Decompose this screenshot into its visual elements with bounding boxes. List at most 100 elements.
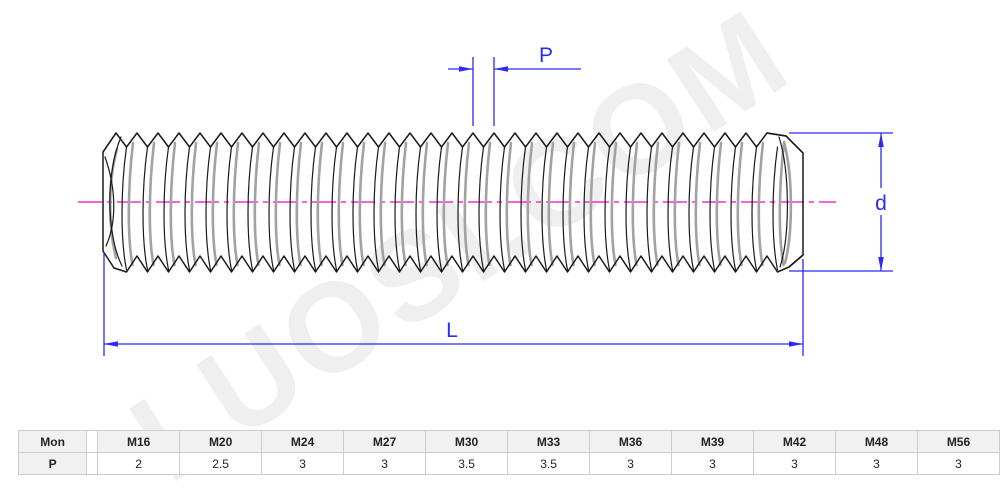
- thread-flank-line: [709, 146, 716, 271]
- thread-flank-line: [646, 146, 653, 271]
- thread-flank-line: [562, 146, 569, 271]
- thread-flank-line: [163, 146, 170, 271]
- thread-flank-line: [268, 146, 275, 271]
- thread-flank-line: [121, 146, 128, 271]
- thread-flank-line: [583, 146, 590, 271]
- thread-shading-line: [274, 141, 282, 267]
- pitch-value-cell: 3: [753, 452, 836, 475]
- pitch-value-cell: 3: [589, 452, 673, 475]
- pitch-value-cell: 3: [835, 452, 918, 475]
- diameter-dimension: d: [789, 132, 893, 272]
- size-column-header: M27: [343, 430, 427, 453]
- thread-shading-line: [736, 141, 744, 267]
- pitch-value-cell: 2: [97, 452, 181, 475]
- pitch-value-cell: 3: [671, 452, 755, 475]
- thread-shading-line: [127, 141, 135, 267]
- size-column-header: M56: [916, 430, 1000, 453]
- thread-shading-line: [358, 141, 366, 267]
- rod-left-end-face: [102, 132, 117, 269]
- thread-flank-line: [520, 146, 527, 271]
- thread-shading-line: [757, 141, 765, 267]
- thread-shading-line: [337, 141, 345, 267]
- thread-shading-line: [463, 141, 471, 267]
- thread-shading-line: [211, 141, 219, 267]
- size-column-header: M30: [425, 430, 509, 453]
- thread-flank-line: [604, 146, 611, 271]
- thread-shading-line: [547, 141, 555, 267]
- thread-flank-line: [730, 146, 737, 271]
- pitch-label: P: [539, 44, 553, 67]
- thread-flank-line: [415, 146, 422, 271]
- rod-right-end-face: [766, 132, 804, 268]
- thread-shading-line: [778, 141, 786, 267]
- thread-shading-line: [379, 141, 387, 267]
- pitch-value-cell: 3.5: [425, 452, 509, 475]
- thread-flank-line: [142, 146, 149, 271]
- thread-shading-line: [652, 141, 660, 267]
- pitch-arrowhead-left: [459, 66, 473, 72]
- thread-flank-line: [667, 146, 674, 271]
- pitch-value-cell: 2.5: [179, 452, 263, 475]
- thread-shading-line: [421, 141, 429, 267]
- thread-flank-line: [184, 146, 191, 271]
- size-header-row: Mon M16 M20 M24 M27 M30 M33 M36 M39 M42 M48 M56: [17, 430, 1000, 453]
- pitch-value-cell: 3: [261, 452, 345, 475]
- rod-right-end-thread-start: [778, 136, 788, 268]
- pitch-spec-table: Mon M16 M20 M24 M27 M30 M33 M36 M39 M42 M48 M56 P …: [17, 430, 1000, 475]
- thread-shading-line: [253, 141, 261, 267]
- length-arrowhead-right: [789, 341, 803, 347]
- thread-shading-line: [400, 141, 408, 267]
- thread-shading-line: [505, 141, 513, 267]
- length-arrowhead-left: [104, 341, 118, 347]
- diameter-label: d: [875, 192, 887, 215]
- thread-flank-line: [625, 146, 632, 271]
- thread-flank-line: [352, 146, 359, 271]
- size-column-header: M33: [507, 430, 591, 453]
- thread-flank-line: [226, 146, 233, 271]
- thread-flank-line: [247, 146, 254, 271]
- thread-shading-line: [673, 141, 681, 267]
- pitch-value-cell: 3: [916, 452, 1000, 475]
- thread-shading-line: [442, 141, 450, 267]
- thread-shading-line: [715, 141, 723, 267]
- thread-flank-line: [457, 146, 464, 271]
- thread-flank-line: [751, 146, 758, 271]
- pitch-value-row: P 2 2.5 3 3 3.5 3.5 3 3 3 3 3: [17, 452, 1000, 475]
- thread-shading-line: [694, 141, 702, 267]
- thread-shading-line: [316, 141, 324, 267]
- threaded-rod-drawing: P d L: [78, 44, 893, 356]
- thread-shading-line: [169, 141, 177, 267]
- thread-shading-line: [484, 141, 492, 267]
- thread-flank-line: [541, 146, 548, 271]
- thread-shading-line: [295, 141, 303, 267]
- size-column-header: M16: [97, 430, 181, 453]
- thread-flank-line: [310, 146, 317, 271]
- size-column-header: M48: [835, 430, 918, 453]
- thread-profile: [102, 132, 804, 273]
- pitch-arrowhead-right: [494, 66, 508, 72]
- thread-shading-line: [148, 141, 156, 267]
- thread-shading-line: [631, 141, 639, 267]
- thread-flank-line: [499, 146, 506, 271]
- thread-shading-line: [526, 141, 534, 267]
- length-dimension: L: [103, 253, 804, 356]
- thread-flank-line: [205, 146, 212, 271]
- thread-crest-top: [102, 132, 804, 154]
- size-column-header: M36: [589, 430, 673, 453]
- rod-left-end-helix-line: [104, 156, 115, 247]
- thread-shading-line: [610, 141, 618, 267]
- rod-right-end-shading: [782, 140, 793, 265]
- thread-crest-bottom: [113, 254, 804, 273]
- thread-flank-line: [331, 146, 338, 271]
- thread-shading-line: [589, 141, 597, 267]
- thread-flank-line: [688, 146, 695, 271]
- pitch-row-header: P: [17, 452, 88, 475]
- pitch-dimension: P: [448, 44, 581, 126]
- size-column-header: M24: [261, 430, 345, 453]
- rod-left-end-thread-start: [109, 136, 123, 267]
- size-column-header: M42: [753, 430, 836, 453]
- thread-shading-line: [190, 141, 198, 267]
- diameter-label-backing: [871, 188, 891, 215]
- thread-flank-line: [394, 146, 401, 271]
